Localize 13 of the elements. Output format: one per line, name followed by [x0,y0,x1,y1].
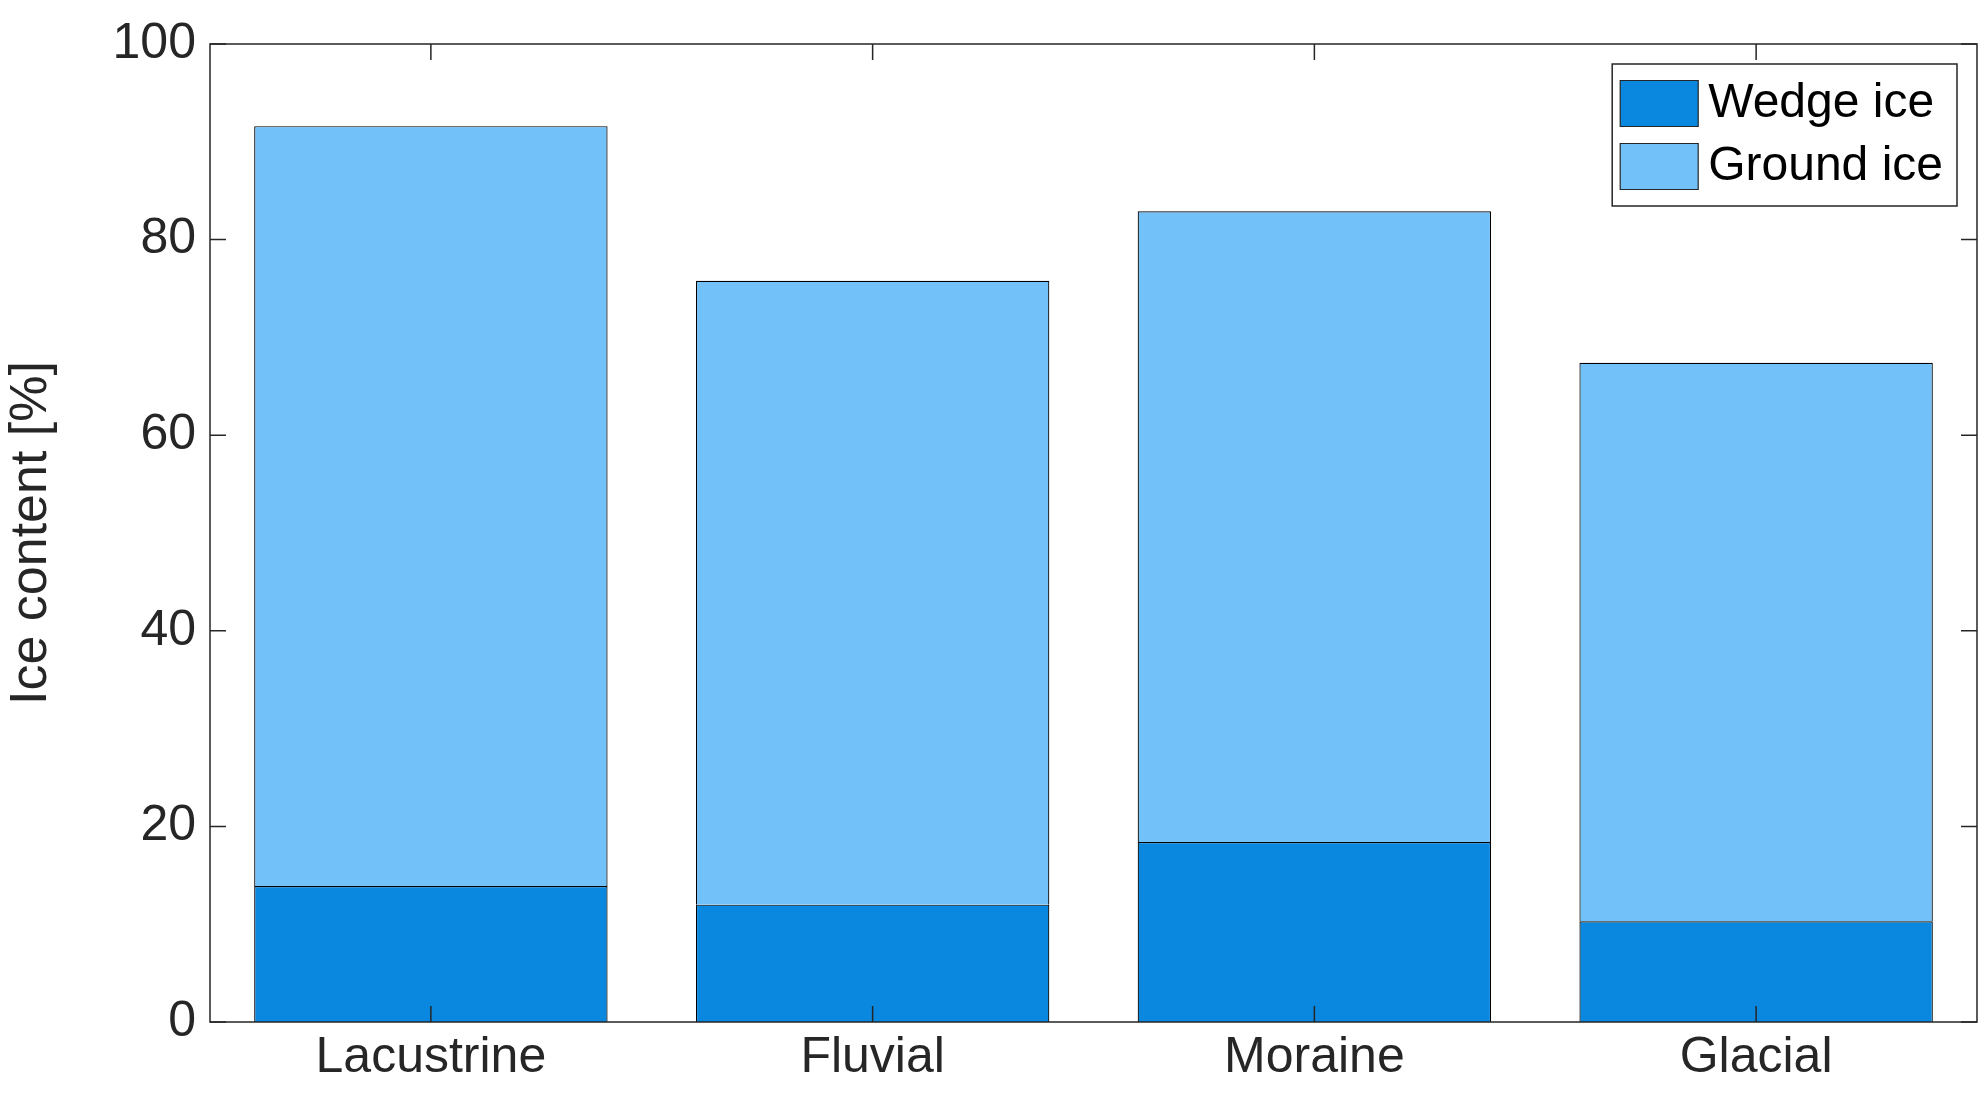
y-tick-label: 80 [140,208,196,265]
x-tick-label: Fluvial [800,1026,945,1083]
legend-label: Ground ice [1708,136,1943,190]
y-tick-label: 60 [140,403,196,460]
y-tick-label: 40 [140,599,196,656]
x-tick-label: Moraine [1224,1026,1405,1083]
y-tick-label: 100 [112,12,196,69]
y-tick-label: 0 [168,990,196,1047]
y-tick-label: 20 [140,795,196,852]
y-axis-title: Ice content [%] [0,361,57,705]
x-tick-label: Lacustrine [315,1026,547,1083]
x-tick-label: Glacial [1679,1026,1833,1083]
legend-label: Wedge ice [1708,73,1935,127]
